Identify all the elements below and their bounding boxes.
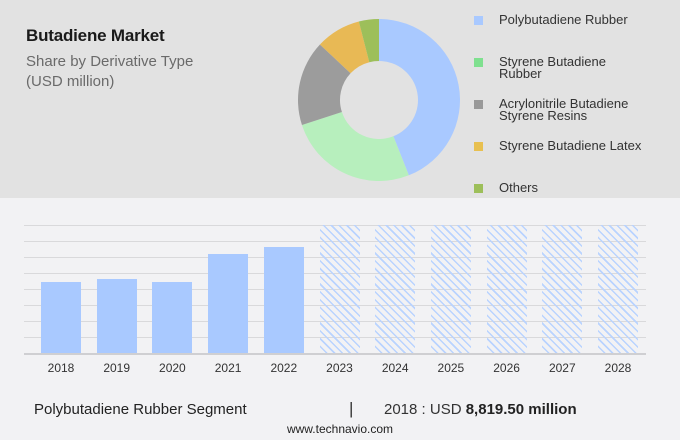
subtitle-line-2: (USD million): [26, 73, 115, 90]
donut-slice: [301, 112, 409, 181]
segment-year-prefix: 2018 : USD: [384, 401, 466, 418]
legend-item-styrene-butadiene-rubber: Styrene Butadiene Rubber: [474, 52, 609, 80]
bar-2021: [208, 253, 249, 353]
footer-separator: |: [349, 399, 354, 418]
legend-item-polybutadiene-rubber: Polybutadiene Rubber: [474, 10, 679, 26]
legend-item-others: Others: [474, 178, 679, 194]
subtitle-line-1: Share by Derivative Type: [26, 53, 194, 70]
legend-item-styrene-butadiene-latex: Styrene Butadiene Latex: [474, 136, 679, 152]
legend-label: Styrene Butadiene Rubber: [499, 54, 606, 81]
chart-title: Butadiene Market: [26, 26, 165, 45]
x-tick-label: 2023: [326, 361, 353, 375]
legend-swatch: [474, 142, 483, 151]
legend-swatch: [474, 58, 483, 67]
forecast-bar: [486, 225, 527, 353]
donut-chart: [298, 19, 460, 181]
legend-item-abs-resins: Acrylonitrile Butadiene Styrene Resins: [474, 94, 649, 122]
donut-slice: [358, 19, 379, 63]
x-tick-label: 2021: [214, 361, 242, 375]
bar-2019: [96, 278, 137, 353]
legend-swatch: [474, 184, 483, 193]
forecast-bar: [319, 225, 360, 353]
forecast-bar: [598, 225, 638, 353]
x-tick-label: 2018: [47, 361, 75, 375]
legend-label: Styrene Butadiene Latex: [499, 138, 642, 153]
legend-label: Others: [499, 180, 539, 195]
bar-chart: 2018 2019 2020 2021 2022 2023 2024 2025 2026 2027…: [0, 198, 680, 388]
source-url: www.technavio.com: [286, 422, 394, 436]
donut-slice: [319, 21, 370, 74]
x-tick-label: 2020: [159, 361, 186, 375]
legend-swatch: [474, 16, 483, 25]
segment-value: 2018 : USD 8,819.50 million: [384, 401, 577, 418]
donut-slice: [298, 44, 351, 126]
legend-label: Acrylonitrile Butadiene Styrene Resins: [499, 96, 629, 123]
forecast-bar: [375, 225, 416, 353]
x-tick-label: 2027: [548, 361, 576, 375]
x-tick-label: 2025: [437, 361, 465, 375]
segment-label: Polybutadiene Rubber Segment: [34, 401, 247, 418]
legend-label: Polybutadiene Rubber: [499, 12, 628, 27]
donut-slice: [379, 19, 460, 176]
legend-swatch: [474, 100, 483, 109]
x-tick-label: 2028: [604, 361, 632, 375]
segment-value-amount: 8,819.50 million: [465, 401, 577, 418]
x-tick-label: 2022: [270, 361, 298, 375]
x-tick-label: 2026: [493, 361, 520, 375]
chart-subtitle: Share by Derivative Type (USD million): [26, 52, 256, 92]
x-axis-baseline: [24, 353, 646, 355]
x-tick-label: 2019: [103, 361, 131, 375]
donut-panel: Butadiene Market Share by Derivative Typ…: [0, 0, 680, 198]
forecast-bar: [542, 225, 583, 353]
bar-2020: [152, 281, 193, 353]
x-tick-label: 2024: [381, 361, 409, 375]
forecast-bar: [430, 225, 471, 353]
bar-2022: [263, 246, 304, 353]
bar-2018: [41, 282, 81, 353]
